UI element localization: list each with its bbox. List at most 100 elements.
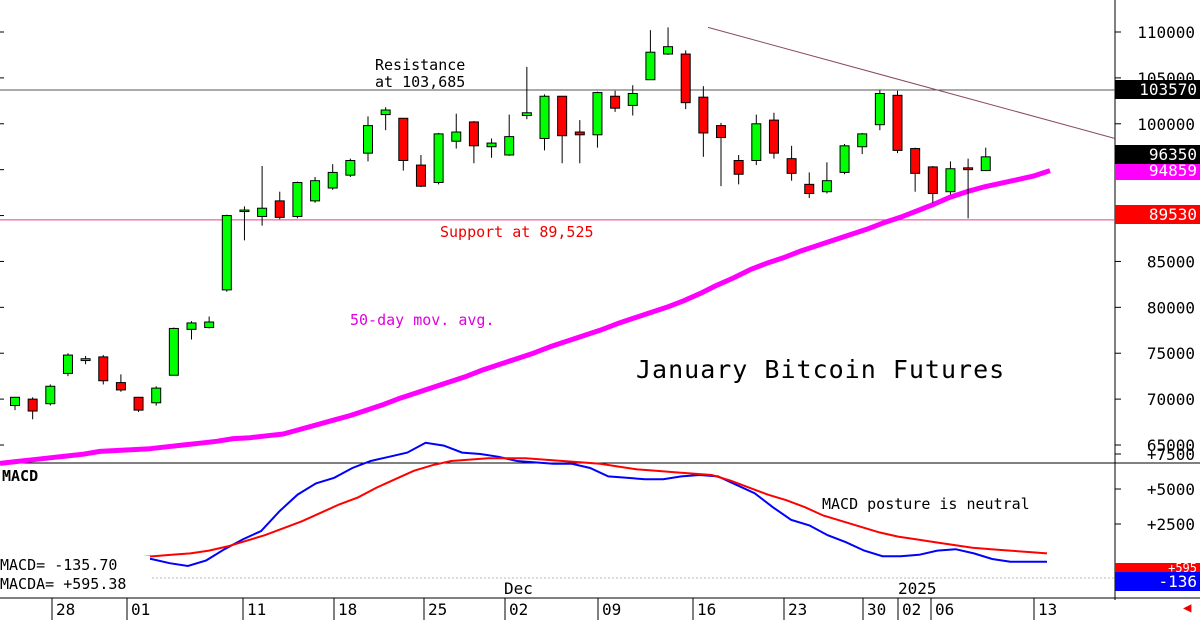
support-label: Support at 89,525 bbox=[440, 223, 594, 241]
candle-down bbox=[98, 356, 109, 382]
candle-down bbox=[574, 131, 585, 136]
macd-series-macd bbox=[59, 441, 1047, 586]
candle-up bbox=[451, 131, 462, 142]
x-tick-label: 18 bbox=[338, 600, 357, 619]
price-box-support: 89530 bbox=[1115, 205, 1200, 224]
candle-up bbox=[521, 112, 532, 117]
candle-up bbox=[10, 396, 20, 407]
y-tick-label: 70000 bbox=[1147, 390, 1195, 409]
y-tick-label: 110000 bbox=[1137, 23, 1195, 42]
x-tick-label: 02 bbox=[509, 600, 528, 619]
x-tick-label: 23 bbox=[788, 600, 807, 619]
candle-down bbox=[557, 95, 568, 137]
candle-up bbox=[80, 358, 91, 362]
candle-up bbox=[345, 159, 356, 176]
macd-readout: MACD= -135.70 MACDA= +595.38 bbox=[0, 556, 150, 594]
macd-readout-value: -135.70 bbox=[54, 556, 118, 574]
candle-up bbox=[380, 109, 391, 116]
y-tick-label: 85000 bbox=[1147, 252, 1195, 271]
price-box-resistance: 103570 bbox=[1115, 80, 1200, 99]
macd-value-box: -136 bbox=[1115, 572, 1200, 591]
resistance-label: Resistance at 103,685 bbox=[375, 56, 466, 91]
candle-up bbox=[663, 46, 674, 55]
candle-down bbox=[768, 119, 779, 154]
x-tick-label: 25 bbox=[428, 600, 447, 619]
candle-down bbox=[27, 398, 38, 412]
candle-down bbox=[963, 167, 974, 171]
candle-down bbox=[786, 158, 797, 174]
candle-up bbox=[945, 168, 956, 193]
candle-down bbox=[927, 166, 938, 195]
candle-up bbox=[45, 385, 56, 405]
macd-readout-label: MACD= bbox=[0, 556, 46, 574]
candle-up bbox=[186, 322, 197, 330]
candle-up bbox=[751, 123, 762, 161]
candle-down bbox=[133, 396, 144, 411]
x-tick-label: 13 bbox=[1038, 600, 1057, 619]
candle-down bbox=[716, 125, 726, 139]
candle-down bbox=[610, 95, 621, 109]
macda-readout-value: +595.38 bbox=[63, 575, 127, 593]
x-tick-label: 01 bbox=[131, 600, 150, 619]
candle-up bbox=[221, 215, 232, 291]
candle-up bbox=[363, 125, 373, 154]
y-tick-label: 65000 bbox=[1147, 436, 1195, 455]
macd-series-macda bbox=[59, 457, 1048, 577]
candle-up bbox=[239, 209, 250, 213]
candle-up bbox=[310, 180, 321, 202]
candle-up bbox=[292, 182, 303, 217]
price-box-ma: 94859 bbox=[1115, 161, 1200, 180]
downtrend-line bbox=[707, 26, 1116, 139]
macd-posture-note: MACD posture is neutral bbox=[822, 495, 1030, 513]
macd-y-tick-label: +5000 bbox=[1147, 480, 1195, 499]
candle-down bbox=[680, 53, 691, 104]
x-tick-label: 11 bbox=[247, 600, 266, 619]
candle-up bbox=[539, 95, 550, 139]
x-tick-label: 06 bbox=[935, 600, 954, 619]
macd-y-tick-label: +2500 bbox=[1147, 515, 1195, 534]
y-tick-label: 100000 bbox=[1137, 115, 1195, 134]
candle-up bbox=[645, 51, 656, 81]
candle-down bbox=[910, 148, 921, 174]
candle-down bbox=[804, 183, 815, 195]
candle-down bbox=[398, 117, 409, 161]
candle-up bbox=[204, 321, 215, 329]
x-tick-label: 16 bbox=[697, 600, 716, 619]
candle-down bbox=[468, 121, 479, 147]
x-month-label: Dec bbox=[504, 579, 533, 598]
macda-value-box: +595 bbox=[1115, 562, 1200, 574]
chart-title: January Bitcoin Futures bbox=[636, 355, 1006, 384]
candle-up bbox=[980, 156, 991, 172]
candle-up bbox=[151, 387, 162, 404]
moving-average-label: 50-day mov. avg. bbox=[350, 311, 495, 329]
x-tick-label: 28 bbox=[56, 600, 75, 619]
y-tick-label: 75000 bbox=[1147, 344, 1195, 363]
macd-title: MACD bbox=[2, 467, 39, 485]
candle-up bbox=[874, 92, 885, 126]
candle-up bbox=[592, 92, 603, 136]
price-box-last: 96350 bbox=[1115, 145, 1200, 164]
candle-up bbox=[168, 327, 179, 376]
candle-up bbox=[257, 207, 268, 217]
candle-up bbox=[433, 133, 444, 184]
macda-readout-label: MACDA= bbox=[0, 575, 55, 593]
candle-down bbox=[698, 96, 709, 134]
candle-up bbox=[821, 180, 832, 193]
candle-up bbox=[62, 354, 73, 374]
x-tick-label: 30 bbox=[867, 600, 886, 619]
x-month-label: 2025 bbox=[898, 579, 937, 598]
candle-down bbox=[733, 159, 744, 175]
candle-up bbox=[327, 171, 338, 189]
candle-up bbox=[839, 145, 850, 173]
candle-up bbox=[627, 92, 638, 106]
moving-average-line bbox=[0, 168, 1051, 466]
candle-down bbox=[415, 164, 426, 187]
x-tick-label: 09 bbox=[602, 600, 621, 619]
y-tick-label: 80000 bbox=[1147, 298, 1195, 317]
scroll-left-arrow-icon[interactable]: ◀ bbox=[1183, 600, 1192, 616]
candle-down bbox=[274, 200, 285, 218]
candle-down bbox=[892, 94, 903, 151]
candle-up bbox=[486, 142, 497, 148]
x-tick-label: 02 bbox=[902, 600, 921, 619]
